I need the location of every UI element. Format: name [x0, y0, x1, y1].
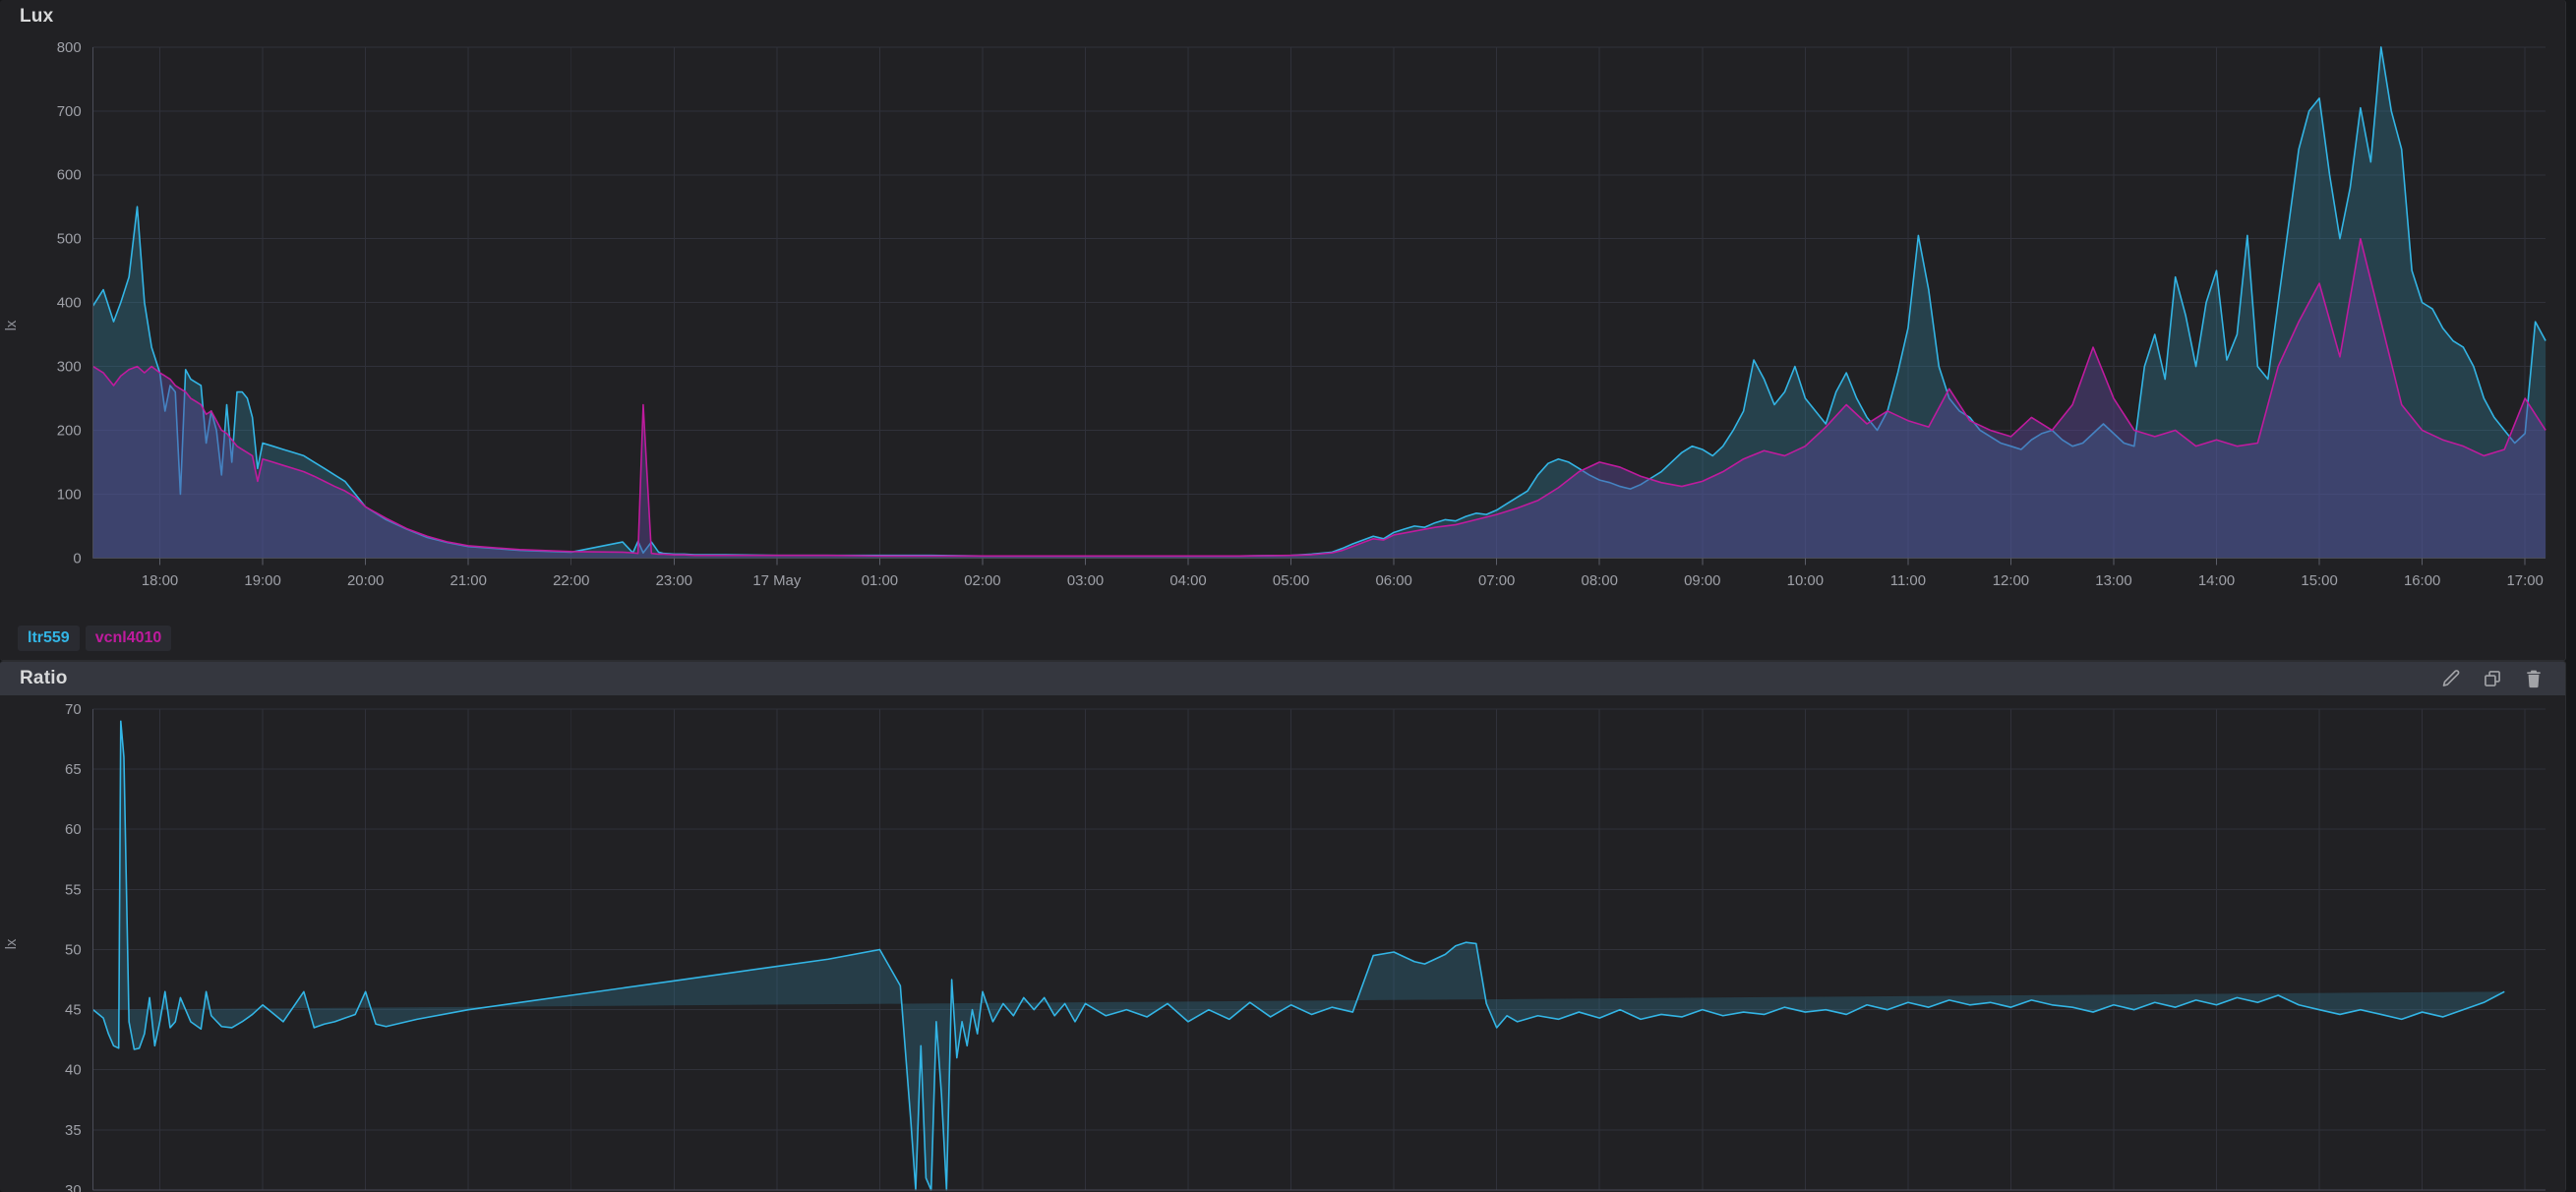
svg-text:15:00: 15:00 [2301, 572, 2337, 589]
duplicate-panel-icon[interactable] [2483, 669, 2502, 688]
svg-text:18:00: 18:00 [142, 572, 178, 589]
panel-lux-chart[interactable]: 0 100 200 300 400 500 600 700 800 18:00 19:00 20:00… [0, 33, 2565, 617]
svg-text:02:00: 02:00 [964, 572, 1000, 589]
svg-text:03:00: 03:00 [1067, 572, 1104, 589]
svg-text:100: 100 [57, 486, 82, 503]
svg-text:05:00: 05:00 [1273, 572, 1309, 589]
svg-text:17:00: 17:00 [2506, 572, 2543, 589]
panel-ratio-header[interactable]: Ratio [0, 662, 2565, 695]
svg-text:16:00: 16:00 [2404, 572, 2440, 589]
panel-lux-y-axis-label: lx [2, 320, 20, 330]
svg-text:07:00: 07:00 [1478, 572, 1515, 589]
svg-text:01:00: 01:00 [862, 572, 898, 589]
svg-text:19:00: 19:00 [244, 572, 280, 589]
svg-text:700: 700 [57, 103, 82, 120]
svg-text:55: 55 [65, 881, 82, 898]
svg-text:11:00: 11:00 [1890, 572, 1926, 589]
svg-text:500: 500 [57, 231, 82, 248]
svg-text:45: 45 [65, 1002, 82, 1019]
svg-text:600: 600 [57, 167, 82, 184]
panel-ratio: Ratio [0, 661, 2566, 1192]
svg-text:60: 60 [65, 821, 82, 838]
svg-text:35: 35 [65, 1122, 82, 1139]
svg-text:65: 65 [65, 761, 82, 778]
delete-panel-icon[interactable] [2524, 669, 2544, 688]
panel-ratio-title: Ratio [20, 668, 68, 688]
svg-text:20:00: 20:00 [347, 572, 384, 589]
svg-text:12:00: 12:00 [1993, 572, 2029, 589]
panel-lux-plot-area[interactable]: lx 0 100 200 300 400 500 600 700 800 18:00 19:00 20… [0, 33, 2565, 617]
svg-text:70: 70 [65, 701, 82, 718]
svg-text:10:00: 10:00 [1787, 572, 1824, 589]
svg-text:30: 30 [65, 1182, 82, 1192]
svg-text:40: 40 [65, 1062, 82, 1079]
svg-text:300: 300 [57, 359, 82, 376]
edit-panel-icon[interactable] [2441, 669, 2461, 688]
panel-ratio-plot-area[interactable]: lx 30 35 40 45 50 55 60 65 70 [0, 695, 2565, 1192]
svg-text:21:00: 21:00 [450, 572, 487, 589]
svg-text:22:00: 22:00 [553, 572, 589, 589]
svg-text:09:00: 09:00 [1684, 572, 1720, 589]
svg-text:17 May: 17 May [752, 572, 801, 589]
panel-ratio-chart[interactable]: 30 35 40 45 50 55 60 65 70 [0, 695, 2565, 1192]
svg-text:04:00: 04:00 [1169, 572, 1206, 589]
svg-text:14:00: 14:00 [2198, 572, 2235, 589]
panel-ratio-actions [2441, 669, 2553, 688]
panel-lux-title: Lux [20, 6, 54, 27]
panel-lux-header[interactable]: Lux [0, 0, 2565, 33]
panel-lux: Lux lx 0 100 200 300 400 500 600 700 800 18:00 19:… [0, 0, 2566, 661]
svg-text:13:00: 13:00 [2095, 572, 2131, 589]
svg-text:400: 400 [57, 295, 82, 312]
svg-text:800: 800 [57, 39, 82, 56]
svg-text:06:00: 06:00 [1375, 572, 1411, 589]
svg-text:23:00: 23:00 [656, 572, 692, 589]
panel-ratio-y-axis-label: lx [2, 938, 20, 949]
legend-item-ltr559[interactable]: ltr559 [18, 626, 80, 651]
svg-text:200: 200 [57, 422, 82, 439]
legend-item-vcnl4010[interactable]: vcnl4010 [85, 626, 172, 651]
svg-text:0: 0 [73, 550, 81, 566]
svg-text:08:00: 08:00 [1582, 572, 1618, 589]
svg-text:50: 50 [65, 941, 82, 958]
panel-lux-legend: ltr559 vcnl4010 [0, 617, 2565, 660]
